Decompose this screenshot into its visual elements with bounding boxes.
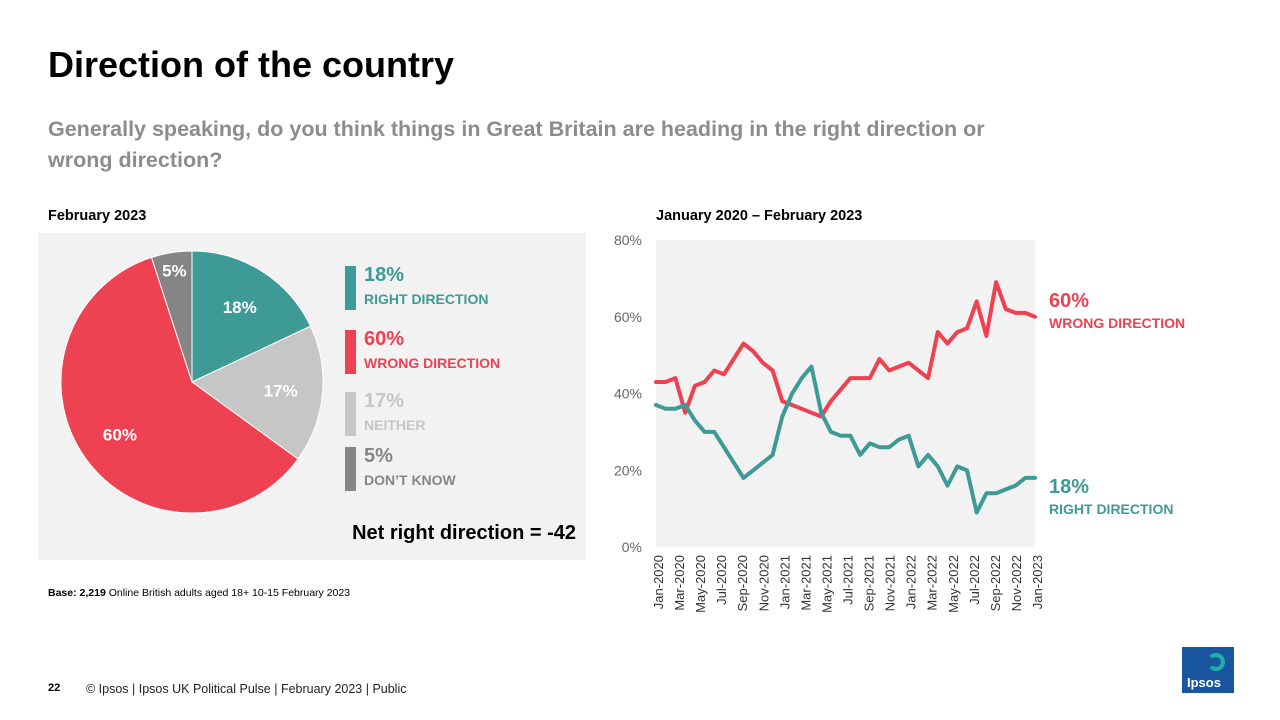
x-tick-label: Mar-2020 bbox=[672, 555, 687, 611]
pie-label-wrong: 60% bbox=[103, 425, 137, 444]
legend-swatch-wrong bbox=[345, 330, 356, 374]
legend-label-wrong: WRONG DIRECTION bbox=[364, 355, 501, 371]
x-tick-label: Jan-2021 bbox=[777, 555, 792, 609]
line-chart: 0% 20% 40% 60% 80% Jan-2020 Mar-2020 May-2020 Ju… bbox=[614, 232, 1045, 613]
end-label-right: 18% RIGHT DIRECTION bbox=[1049, 476, 1173, 517]
pie-label-neither: 17% bbox=[264, 381, 298, 400]
pie-chart: 18% 17% 60% 5% bbox=[60, 250, 324, 514]
x-tick-label: May-2020 bbox=[693, 555, 708, 613]
y-tick-label: 60% bbox=[614, 309, 642, 325]
end-pct-right: 18% bbox=[1049, 476, 1090, 498]
base-note-text: Online British adults aged 18+ 10-15 Feb… bbox=[105, 587, 351, 599]
end-text-wrong: WRONG DIRECTION bbox=[1049, 315, 1186, 331]
line-plot-area bbox=[656, 240, 1035, 547]
footer-text: © Ipsos | Ipsos UK Political Pulse | Feb… bbox=[86, 682, 407, 696]
line-chart-title: January 2020 – February 2023 bbox=[656, 208, 863, 224]
end-text-right: RIGHT DIRECTION bbox=[1049, 501, 1174, 517]
logo-text: Ipsos bbox=[1187, 675, 1221, 690]
pie-chart-title: February 2023 bbox=[48, 208, 147, 224]
x-tick-label: Sep-2020 bbox=[735, 555, 750, 611]
x-tick-label: Mar-2021 bbox=[798, 555, 813, 611]
y-tick-label: 40% bbox=[614, 386, 642, 402]
x-tick-label: May-2021 bbox=[819, 555, 834, 613]
base-note-bold: Base: 2,219 bbox=[48, 587, 106, 599]
x-tick-label: Jul-2021 bbox=[841, 555, 856, 605]
end-pct-wrong: 60% bbox=[1049, 290, 1090, 312]
x-tick-label: Sep-2021 bbox=[862, 555, 877, 611]
footer: 22 © Ipsos | Ipsos UK Political Pulse | … bbox=[0, 682, 700, 700]
x-tick-label: Jul-2022 bbox=[967, 555, 982, 605]
y-tick-label: 0% bbox=[622, 539, 642, 555]
x-tick-label: Jan-2022 bbox=[904, 555, 919, 609]
series-line-wrong bbox=[654, 280, 1037, 419]
pie-label-dont_know: 5% bbox=[162, 262, 187, 281]
legend-pct-wrong: 60% bbox=[364, 328, 405, 350]
page-subtitle: Generally speaking, do you think things … bbox=[48, 117, 985, 172]
legend-pct-neither: 17% bbox=[364, 390, 405, 412]
x-tick-label: Nov-2022 bbox=[1009, 555, 1024, 611]
legend-swatch-neither bbox=[345, 392, 356, 436]
legend-label-neither: NEITHER bbox=[364, 417, 426, 433]
x-tick-label: Mar-2022 bbox=[925, 555, 940, 611]
legend-label-dont-know: DON’T KNOW bbox=[364, 472, 456, 488]
x-tick-label: Jan-2023 bbox=[1030, 555, 1045, 609]
legend-swatch-dont-know bbox=[345, 447, 356, 491]
end-label-wrong: 60% WRONG DIRECTION bbox=[1049, 290, 1185, 331]
series-line-right bbox=[654, 364, 1037, 515]
pie-label-right: 18% bbox=[223, 298, 257, 317]
x-tick-label: Nov-2021 bbox=[883, 555, 898, 611]
pie-slice-dont_know bbox=[150, 250, 193, 383]
legend-pct-right: 18% bbox=[364, 264, 405, 286]
x-tick-label: Jan-2020 bbox=[651, 555, 666, 609]
x-tick-label: Jul-2020 bbox=[714, 555, 729, 605]
pie-chart-panel: 18% 17% 60% 5% 18% RIGHT DIRECTION 60% WRON… bbox=[38, 233, 586, 560]
legend-pct-dont-know: 5% bbox=[364, 445, 393, 467]
logo-swoosh-icon bbox=[1207, 653, 1225, 671]
x-tick-label: Nov-2020 bbox=[756, 555, 771, 611]
net-right-direction: Net right direction = -42 bbox=[352, 522, 576, 544]
legend-label-right: RIGHT DIRECTION bbox=[364, 291, 489, 307]
pie-slice-right bbox=[191, 250, 312, 383]
legend-swatch-right bbox=[345, 266, 356, 310]
page-number: 22 bbox=[48, 682, 61, 694]
base-note: Base: 2,219 Online British adults aged 1… bbox=[48, 587, 350, 599]
pie-slice-neither bbox=[191, 325, 324, 460]
x-tick-label: May-2022 bbox=[946, 555, 961, 613]
y-tick-label: 20% bbox=[614, 462, 642, 478]
pie-slice-wrong bbox=[60, 256, 299, 514]
y-tick-label: 80% bbox=[614, 232, 642, 248]
x-tick-label: Sep-2022 bbox=[988, 555, 1003, 611]
page-title: Direction of the country bbox=[48, 44, 455, 85]
ipsos-logo-icon: Ipsos bbox=[1182, 647, 1234, 693]
